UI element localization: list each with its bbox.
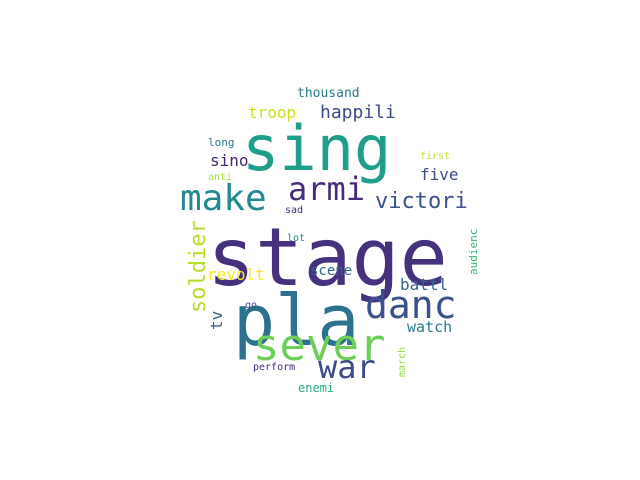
word-sing: sing [242, 112, 391, 185]
word-make: make [180, 178, 267, 219]
word-revolt: revolt [207, 265, 265, 284]
word-anti: anti [208, 172, 232, 183]
word-happili: happili [320, 102, 396, 123]
word-victori: victori [375, 189, 468, 214]
word-danc: danc [365, 283, 457, 327]
word-audienc: audienc [467, 229, 480, 275]
word-first: first [420, 151, 450, 162]
word-enemi: enemi [298, 381, 334, 395]
word-go: go [245, 300, 257, 311]
word-armi: armi [288, 170, 365, 208]
word-thousand: thousand [297, 86, 360, 101]
word-battl: battl [400, 275, 448, 294]
word-soldier: soldier [186, 220, 211, 313]
word-long: long [208, 136, 235, 149]
word-scene: scene [310, 263, 352, 279]
word-war: war [318, 348, 376, 386]
word-sad: sad [285, 205, 303, 216]
word-sever: sever [253, 320, 385, 371]
word-sino: sino [210, 151, 249, 170]
word-march: march [397, 347, 408, 377]
word-troop: troop [248, 103, 296, 122]
word-watch: watch [407, 318, 452, 336]
word-lot: lot [287, 233, 305, 244]
word-five: five [420, 165, 459, 184]
word-stage: stage [207, 211, 448, 304]
word-perform: perform [253, 362, 295, 373]
word-tv: tv [207, 311, 226, 330]
word-pla: pla [233, 280, 359, 362]
